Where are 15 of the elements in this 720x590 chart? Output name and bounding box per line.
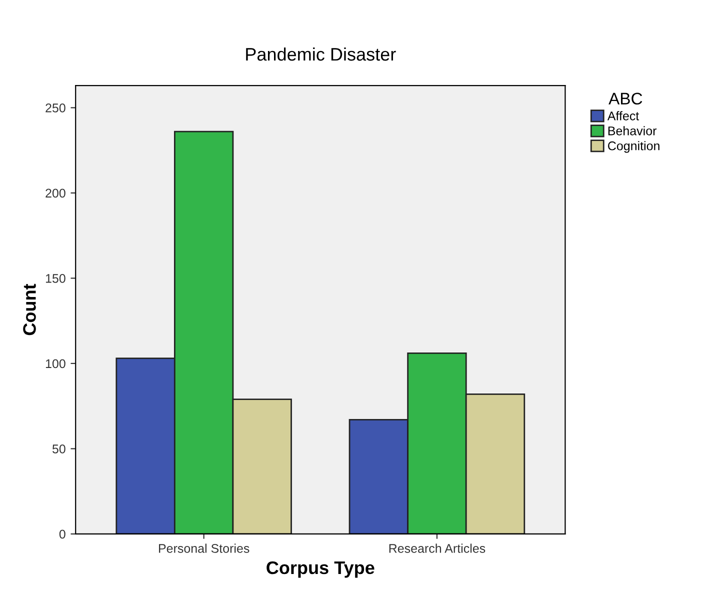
legend-label: Cognition bbox=[608, 141, 660, 153]
y-tick-label: 250 bbox=[46, 104, 66, 112]
legend-title: ABC bbox=[608, 92, 642, 105]
x-axis-title: Corpus Type bbox=[266, 561, 374, 578]
legend-label: Behavior bbox=[608, 126, 657, 136]
y-tick-label: 50 bbox=[52, 444, 66, 454]
chart-title: Pandemic Disaster bbox=[246, 47, 396, 61]
y-axis-title: Count bbox=[23, 284, 36, 336]
x-tick-label: Research Articles bbox=[389, 544, 486, 553]
y-tick-label: 200 bbox=[46, 188, 66, 198]
x-tick-label: Personal Stories bbox=[159, 544, 250, 553]
y-tick-label: 150 bbox=[46, 274, 66, 283]
y-tick-label: 100 bbox=[46, 359, 66, 368]
y-tick-label: 0 bbox=[59, 530, 66, 539]
legend-label: Affect bbox=[607, 111, 640, 120]
